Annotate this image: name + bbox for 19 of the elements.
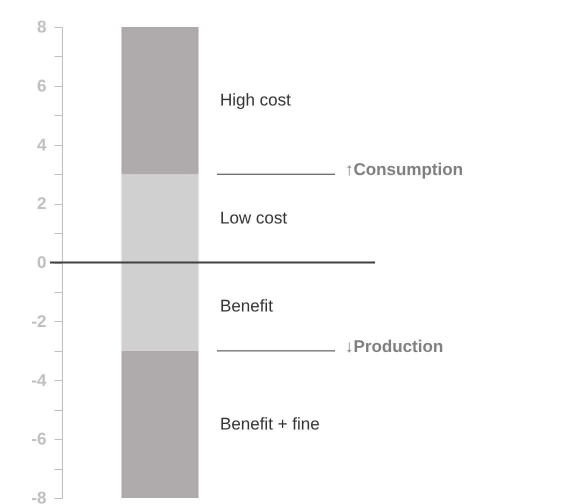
y-tick-label: 6 bbox=[37, 76, 46, 96]
y-tick-label: 4 bbox=[37, 135, 48, 154]
bar bbox=[122, 262, 198, 351]
ref-line-label: ↑Consumption bbox=[345, 160, 464, 180]
y-tick-label: 8 bbox=[37, 18, 46, 36]
y-tick-label: -8 bbox=[31, 488, 46, 504]
y-tick-label: -6 bbox=[31, 430, 46, 449]
series-label: Benefit bbox=[220, 296, 274, 316]
series-label: Low cost bbox=[220, 208, 288, 228]
y-tick-label: 0 bbox=[37, 253, 46, 272]
y-tick-label: 2 bbox=[37, 194, 46, 214]
bar bbox=[122, 350, 198, 498]
ref-line-label: ↓Production bbox=[345, 336, 444, 356]
y-tick-label: -4 bbox=[31, 370, 48, 390]
series-label: High cost bbox=[220, 90, 292, 110]
bar bbox=[122, 27, 198, 174]
y-tick-label: -2 bbox=[31, 312, 46, 331]
series-label: Benefit + fine bbox=[220, 414, 320, 434]
bar bbox=[122, 174, 198, 262]
